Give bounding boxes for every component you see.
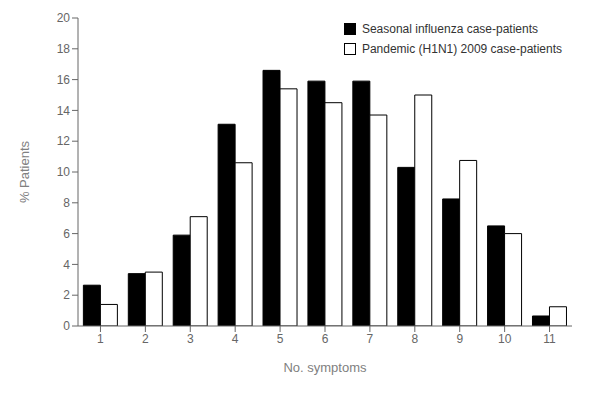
html-text:Pandemic (H1N1) 2009 case-pati: Pandemic (H1N1) 2009 case-patients xyxy=(361,42,562,56)
svg-text:1: 1 xyxy=(97,332,104,346)
svg-text:2: 2 xyxy=(63,288,70,302)
svg-text:0: 0 xyxy=(63,319,70,333)
svg-text:10: 10 xyxy=(498,332,512,346)
svg-text:11: 11 xyxy=(543,332,556,346)
svg-text:18: 18 xyxy=(57,42,71,56)
svg-text:5: 5 xyxy=(277,332,284,346)
svg-text:16: 16 xyxy=(57,73,71,87)
svg-text:% Patients: % Patients xyxy=(17,140,32,203)
svg-text:8: 8 xyxy=(411,332,418,346)
svg-text:8: 8 xyxy=(63,196,70,210)
svg-text:7: 7 xyxy=(367,332,374,346)
svg-text:6: 6 xyxy=(63,227,70,241)
svg-text:3: 3 xyxy=(187,332,194,346)
svg-text:10: 10 xyxy=(57,165,71,179)
svg-text:12: 12 xyxy=(57,134,71,148)
svg-text:No. symptoms: No. symptoms xyxy=(283,360,367,375)
svg-text:6: 6 xyxy=(322,332,329,346)
svg-text:14: 14 xyxy=(57,104,71,118)
svg-text:9: 9 xyxy=(456,332,463,346)
html-text:Seasonal influenza case-patien: Seasonal influenza case-patients xyxy=(361,22,538,36)
svg-text:4: 4 xyxy=(232,332,239,346)
svg-text:2: 2 xyxy=(142,332,149,346)
svg-text:4: 4 xyxy=(63,258,70,272)
svg-text:20: 20 xyxy=(57,11,71,25)
